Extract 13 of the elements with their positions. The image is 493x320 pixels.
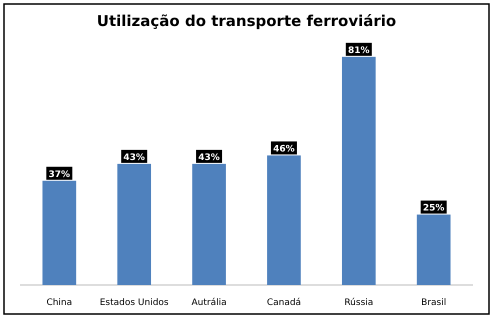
data-label: 25% (422, 204, 444, 214)
x-tick-label: Canadá (266, 297, 302, 308)
chart-title: Utilização do transporte ferroviário (96, 12, 396, 30)
x-tick-label: Autrália (192, 297, 227, 308)
x-tick-label: Rússia (344, 297, 374, 308)
data-label: 46% (273, 144, 295, 154)
data-label: 37% (48, 170, 70, 180)
x-tick-label: Estados Unidos (100, 298, 169, 308)
x-tick-label: China (46, 298, 72, 308)
x-tick-label: Brasil (421, 298, 446, 308)
data-label: 43% (198, 152, 220, 163)
data-label: 43% (123, 152, 145, 163)
data-label: 81% (348, 46, 370, 56)
